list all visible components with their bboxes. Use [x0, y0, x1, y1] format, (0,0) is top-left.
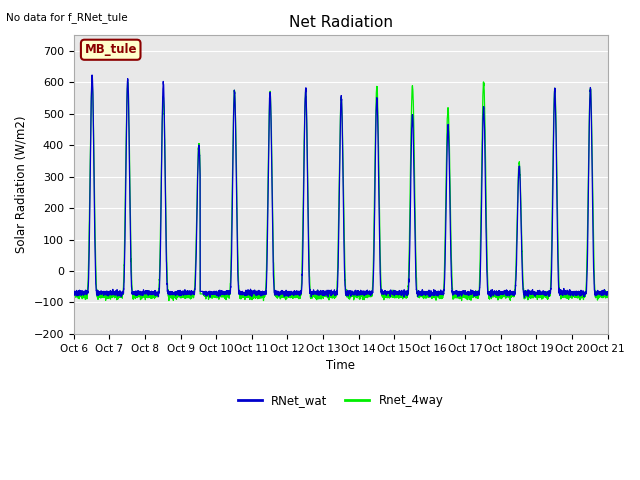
X-axis label: Time: Time — [326, 359, 355, 372]
Legend: RNet_wat, Rnet_4way: RNet_wat, Rnet_4way — [234, 389, 448, 411]
Text: No data for f_RNet_tule: No data for f_RNet_tule — [6, 12, 128, 23]
Y-axis label: Solar Radiation (W/m2): Solar Radiation (W/m2) — [15, 116, 28, 253]
Title: Net Radiation: Net Radiation — [289, 15, 393, 30]
Text: MB_tule: MB_tule — [84, 43, 137, 56]
